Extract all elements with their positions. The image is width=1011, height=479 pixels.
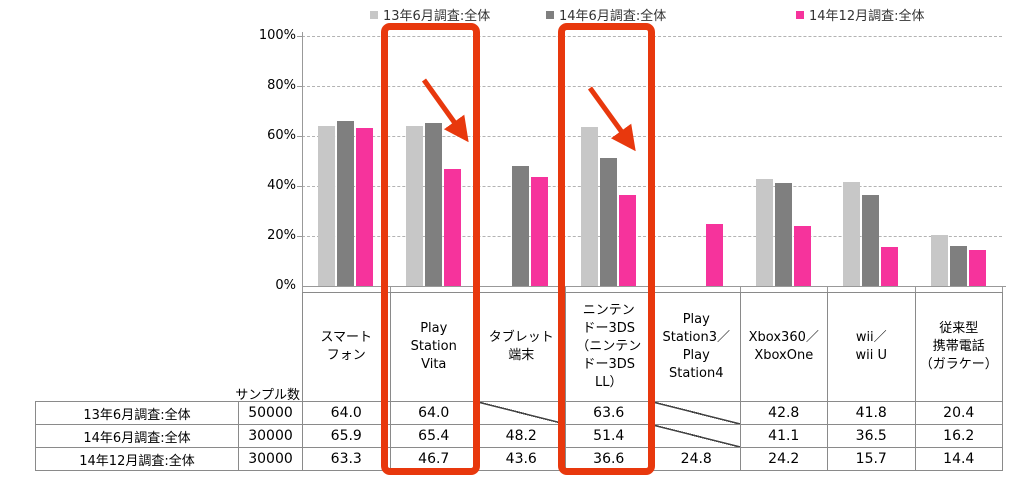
y-axis-label: 20% bbox=[267, 228, 296, 243]
value-cell: 36.5 bbox=[828, 425, 916, 448]
category-header-cell: 従来型 携帯電話 （ガラケー） bbox=[916, 293, 1003, 401]
row-label-cell: 14年12月調査:全体 bbox=[36, 448, 239, 471]
legend-item: 13年6月調査:全体 bbox=[370, 5, 490, 24]
y-axis-tick bbox=[297, 86, 302, 87]
bar-s1-c7 bbox=[843, 181, 861, 286]
value-cell: 15.7 bbox=[828, 448, 916, 471]
legend-label: 13年6月調査:全体 bbox=[383, 9, 491, 24]
row-label-cell: 14年6月調査:全体 bbox=[36, 425, 239, 448]
bar-s1-c8 bbox=[930, 235, 948, 286]
bar-s1-c2 bbox=[405, 126, 423, 286]
value-cell: 65.4 bbox=[390, 425, 478, 448]
value-cell: 16.2 bbox=[915, 425, 1003, 448]
value-cell: 41.8 bbox=[828, 402, 916, 425]
value-cell: 63.3 bbox=[303, 448, 391, 471]
sample-size-cell: 50000 bbox=[239, 402, 303, 425]
no-data-cell bbox=[653, 402, 741, 425]
value-cell: 24.2 bbox=[740, 448, 828, 471]
x-axis-tick bbox=[564, 286, 566, 292]
value-cell: 14.4 bbox=[915, 448, 1003, 471]
x-axis-tick bbox=[739, 286, 741, 292]
bar-s3-c1 bbox=[356, 127, 374, 286]
value-cell: 65.9 bbox=[303, 425, 391, 448]
category-header-cell: スマート フォン bbox=[303, 293, 391, 401]
value-cell: 43.6 bbox=[478, 448, 566, 471]
legend-label: 14年12月調査:全体 bbox=[809, 9, 925, 24]
value-cell: 24.8 bbox=[653, 448, 741, 471]
no-data-cell bbox=[653, 425, 741, 448]
value-cell: 41.1 bbox=[740, 425, 828, 448]
bar-s3-c2 bbox=[443, 169, 461, 286]
value-cell: 48.2 bbox=[478, 425, 566, 448]
bar-s3-c4 bbox=[618, 194, 636, 286]
table-row: 14年12月調査:全体 30000 63.3 46.7 43.6 36.6 24.8 24.2… bbox=[36, 448, 1003, 471]
y-axis-line bbox=[302, 32, 303, 286]
legend-swatch-icon bbox=[546, 10, 554, 19]
value-cell: 36.6 bbox=[565, 448, 653, 471]
legend-swatch-icon bbox=[796, 10, 804, 19]
legend-item: 14年12月調査:全体 bbox=[796, 5, 924, 24]
survey-data-table: 13年6月調査:全体 50000 64.0 64.0 63.6 42.8 41.8 20.4 1… bbox=[35, 401, 1003, 471]
category-header-cell: タブレット 端末 bbox=[478, 293, 566, 401]
sample-size-cell: 30000 bbox=[239, 425, 303, 448]
value-cell: 42.8 bbox=[740, 402, 828, 425]
bar-s1-c4 bbox=[580, 127, 598, 286]
sample-size-header: サンプル数 bbox=[235, 388, 300, 403]
gridline bbox=[302, 36, 1002, 37]
bar-s1-c1 bbox=[318, 126, 336, 286]
category-header-cell: ニンテン ドー3DS （ニンテン ドー3DS LL） bbox=[566, 293, 653, 401]
value-cell: 51.4 bbox=[565, 425, 653, 448]
bar-s1-c6 bbox=[755, 179, 773, 286]
category-header-cell: Play Station Vita bbox=[391, 293, 478, 401]
table-row: 14年6月調査:全体 30000 65.9 65.4 48.2 51.4 41.1 36.5 1… bbox=[36, 425, 1003, 448]
y-axis-tick bbox=[297, 236, 302, 237]
gridline bbox=[302, 86, 1002, 87]
x-axis-tick bbox=[1002, 286, 1003, 292]
legend-swatch-icon bbox=[370, 10, 378, 19]
y-axis-label: 0% bbox=[275, 278, 296, 293]
value-cell: 63.6 bbox=[565, 402, 653, 425]
bar-s3-c5 bbox=[706, 224, 724, 286]
bar-s3-c7 bbox=[881, 246, 899, 286]
bar-s3-c8 bbox=[968, 250, 986, 286]
x-axis-tick bbox=[302, 286, 303, 292]
category-header-cell: wii／ wii U bbox=[828, 293, 916, 401]
sample-size-cell: 30000 bbox=[239, 448, 303, 471]
value-cell: 64.0 bbox=[303, 402, 391, 425]
bar-s2-c8 bbox=[949, 245, 967, 286]
y-axis-label: 80% bbox=[267, 78, 296, 93]
value-cell: 46.7 bbox=[390, 448, 478, 471]
category-header-row: スマート フォン Play Station Vita タブレット 端末 ニンテン ドー… bbox=[302, 292, 1003, 401]
x-axis-tick bbox=[827, 286, 828, 292]
y-axis-tick bbox=[297, 136, 302, 137]
no-data-cell bbox=[478, 402, 566, 425]
category-header-cell: Xbox360／ XboxOne bbox=[741, 293, 828, 401]
category-header-cell: Play Station3／ Play Station4 bbox=[653, 293, 741, 401]
y-axis-tick bbox=[297, 186, 302, 187]
bar-s3-c3 bbox=[531, 177, 549, 286]
y-axis-label: 40% bbox=[267, 178, 296, 193]
legend-label: 14年6月調査:全体 bbox=[559, 9, 667, 24]
bar-s2-c4 bbox=[599, 157, 617, 286]
row-label-cell: 13年6月調査:全体 bbox=[36, 402, 239, 425]
bar-s2-c3 bbox=[512, 165, 530, 286]
table-row: 13年6月調査:全体 50000 64.0 64.0 63.6 42.8 41.8 20.4 bbox=[36, 402, 1003, 425]
y-axis-label: 100% bbox=[258, 28, 296, 43]
value-cell: 64.0 bbox=[390, 402, 478, 425]
bar-s2-c2 bbox=[424, 122, 442, 286]
bar-s2-c1 bbox=[337, 121, 355, 286]
legend-item: 14年6月調査:全体 bbox=[546, 5, 666, 24]
x-axis-line bbox=[302, 286, 1006, 287]
x-axis-tick bbox=[914, 286, 916, 292]
value-cell: 20.4 bbox=[915, 402, 1003, 425]
y-axis-tick bbox=[297, 36, 302, 37]
x-axis-tick bbox=[389, 286, 391, 292]
bar-s2-c7 bbox=[862, 194, 880, 286]
bar-s2-c6 bbox=[774, 183, 792, 286]
y-axis-label: 60% bbox=[267, 128, 296, 143]
bar-s3-c6 bbox=[793, 225, 811, 286]
